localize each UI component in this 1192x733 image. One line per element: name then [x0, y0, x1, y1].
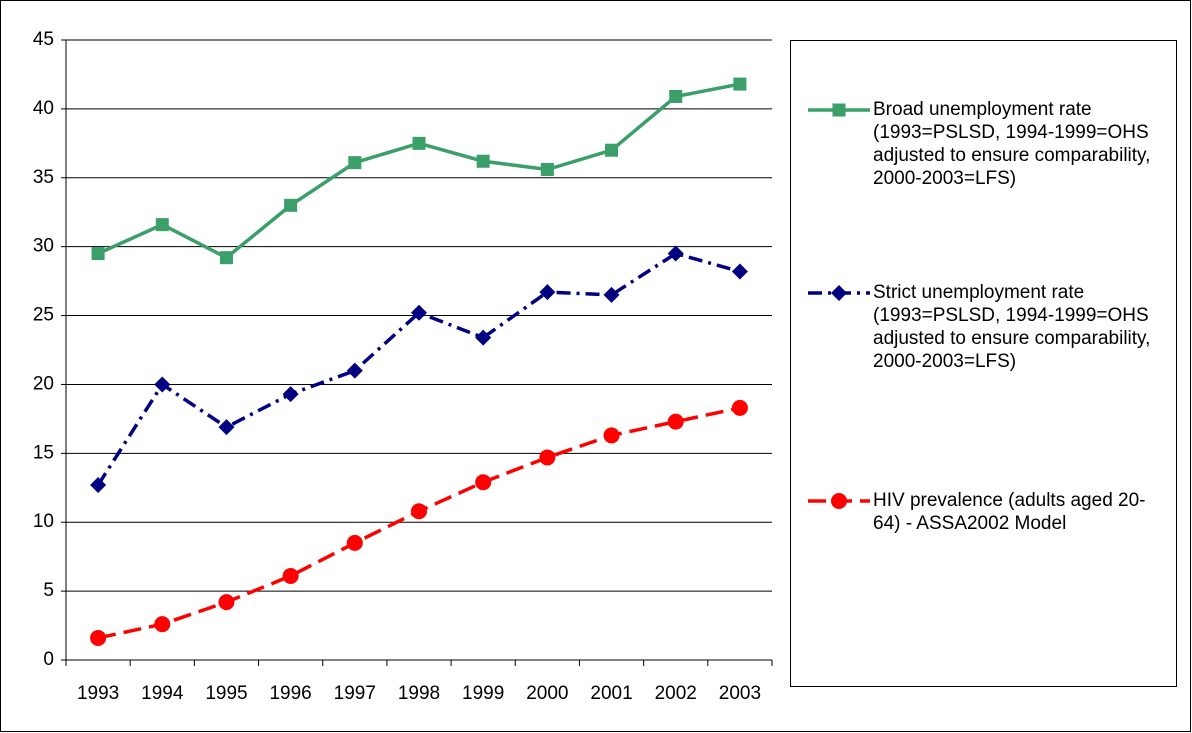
x-tick-label: 2003: [719, 683, 761, 704]
legend-box: [790, 40, 1177, 687]
legend-label: HIV prevalence (adults aged 20-64) - ASS…: [873, 490, 1146, 534]
data-point: [154, 376, 171, 393]
y-tick-label: 15: [33, 442, 54, 463]
data-point: [731, 399, 748, 416]
y-tick-label: 0: [43, 649, 54, 670]
data-point: [733, 77, 747, 91]
data-point: [346, 362, 363, 379]
data-point: [348, 156, 362, 170]
x-tick-label: 2002: [655, 683, 697, 704]
y-tick-label: 5: [43, 580, 54, 601]
data-point: [90, 477, 107, 494]
x-tick-label: 1997: [334, 683, 376, 704]
data-point: [90, 629, 107, 646]
x-tick-label: 2001: [590, 683, 632, 704]
legend-label: Strict unemployment rate (1993=PSLSD, 19…: [873, 282, 1151, 372]
legend-marker: [832, 103, 846, 117]
x-tick-label: 1998: [398, 683, 440, 704]
data-point: [605, 143, 619, 157]
y-tick-label: 45: [33, 29, 54, 50]
data-point: [603, 427, 620, 444]
data-point: [731, 263, 748, 280]
y-tick-label: 30: [33, 236, 54, 257]
data-point: [539, 284, 556, 301]
data-point: [218, 594, 235, 611]
data-point: [219, 251, 233, 265]
x-tick-label: 1994: [141, 683, 184, 704]
data-point: [284, 198, 298, 212]
data-point: [475, 329, 492, 346]
data-point: [411, 304, 427, 321]
y-tick-label: 35: [33, 167, 54, 188]
series-line: [96, 251, 741, 486]
data-point: [540, 163, 554, 177]
legend-marker: [831, 493, 847, 509]
x-tick-label: 1996: [269, 683, 311, 704]
data-point: [154, 616, 171, 633]
data-point: [667, 413, 684, 430]
x-tick-label: 2000: [526, 683, 568, 704]
data-point: [346, 534, 363, 551]
x-tick-label: 1993: [77, 683, 119, 704]
data-point: [282, 567, 299, 584]
data-point: [475, 474, 492, 491]
y-tick-label: 25: [33, 305, 54, 326]
y-tick-label: 40: [33, 98, 54, 119]
data-point: [155, 218, 169, 232]
y-tick-label: 10: [33, 511, 54, 532]
x-tick-label: 1999: [462, 683, 504, 704]
data-point: [539, 449, 556, 466]
data-point: [669, 89, 683, 103]
data-point: [667, 245, 684, 262]
legend-marker: [831, 285, 847, 301]
data-point: [282, 386, 299, 403]
data-point: [91, 247, 105, 261]
legend-label: Broad unemployment rate (1993=PSLSD, 199…: [873, 99, 1151, 189]
data-point: [411, 503, 427, 520]
y-tick-label: 20: [33, 373, 54, 394]
data-point: [218, 419, 235, 436]
data-point: [412, 136, 426, 150]
data-point: [476, 154, 490, 168]
data-point: [603, 286, 620, 303]
x-tick-label: 1995: [205, 683, 247, 704]
